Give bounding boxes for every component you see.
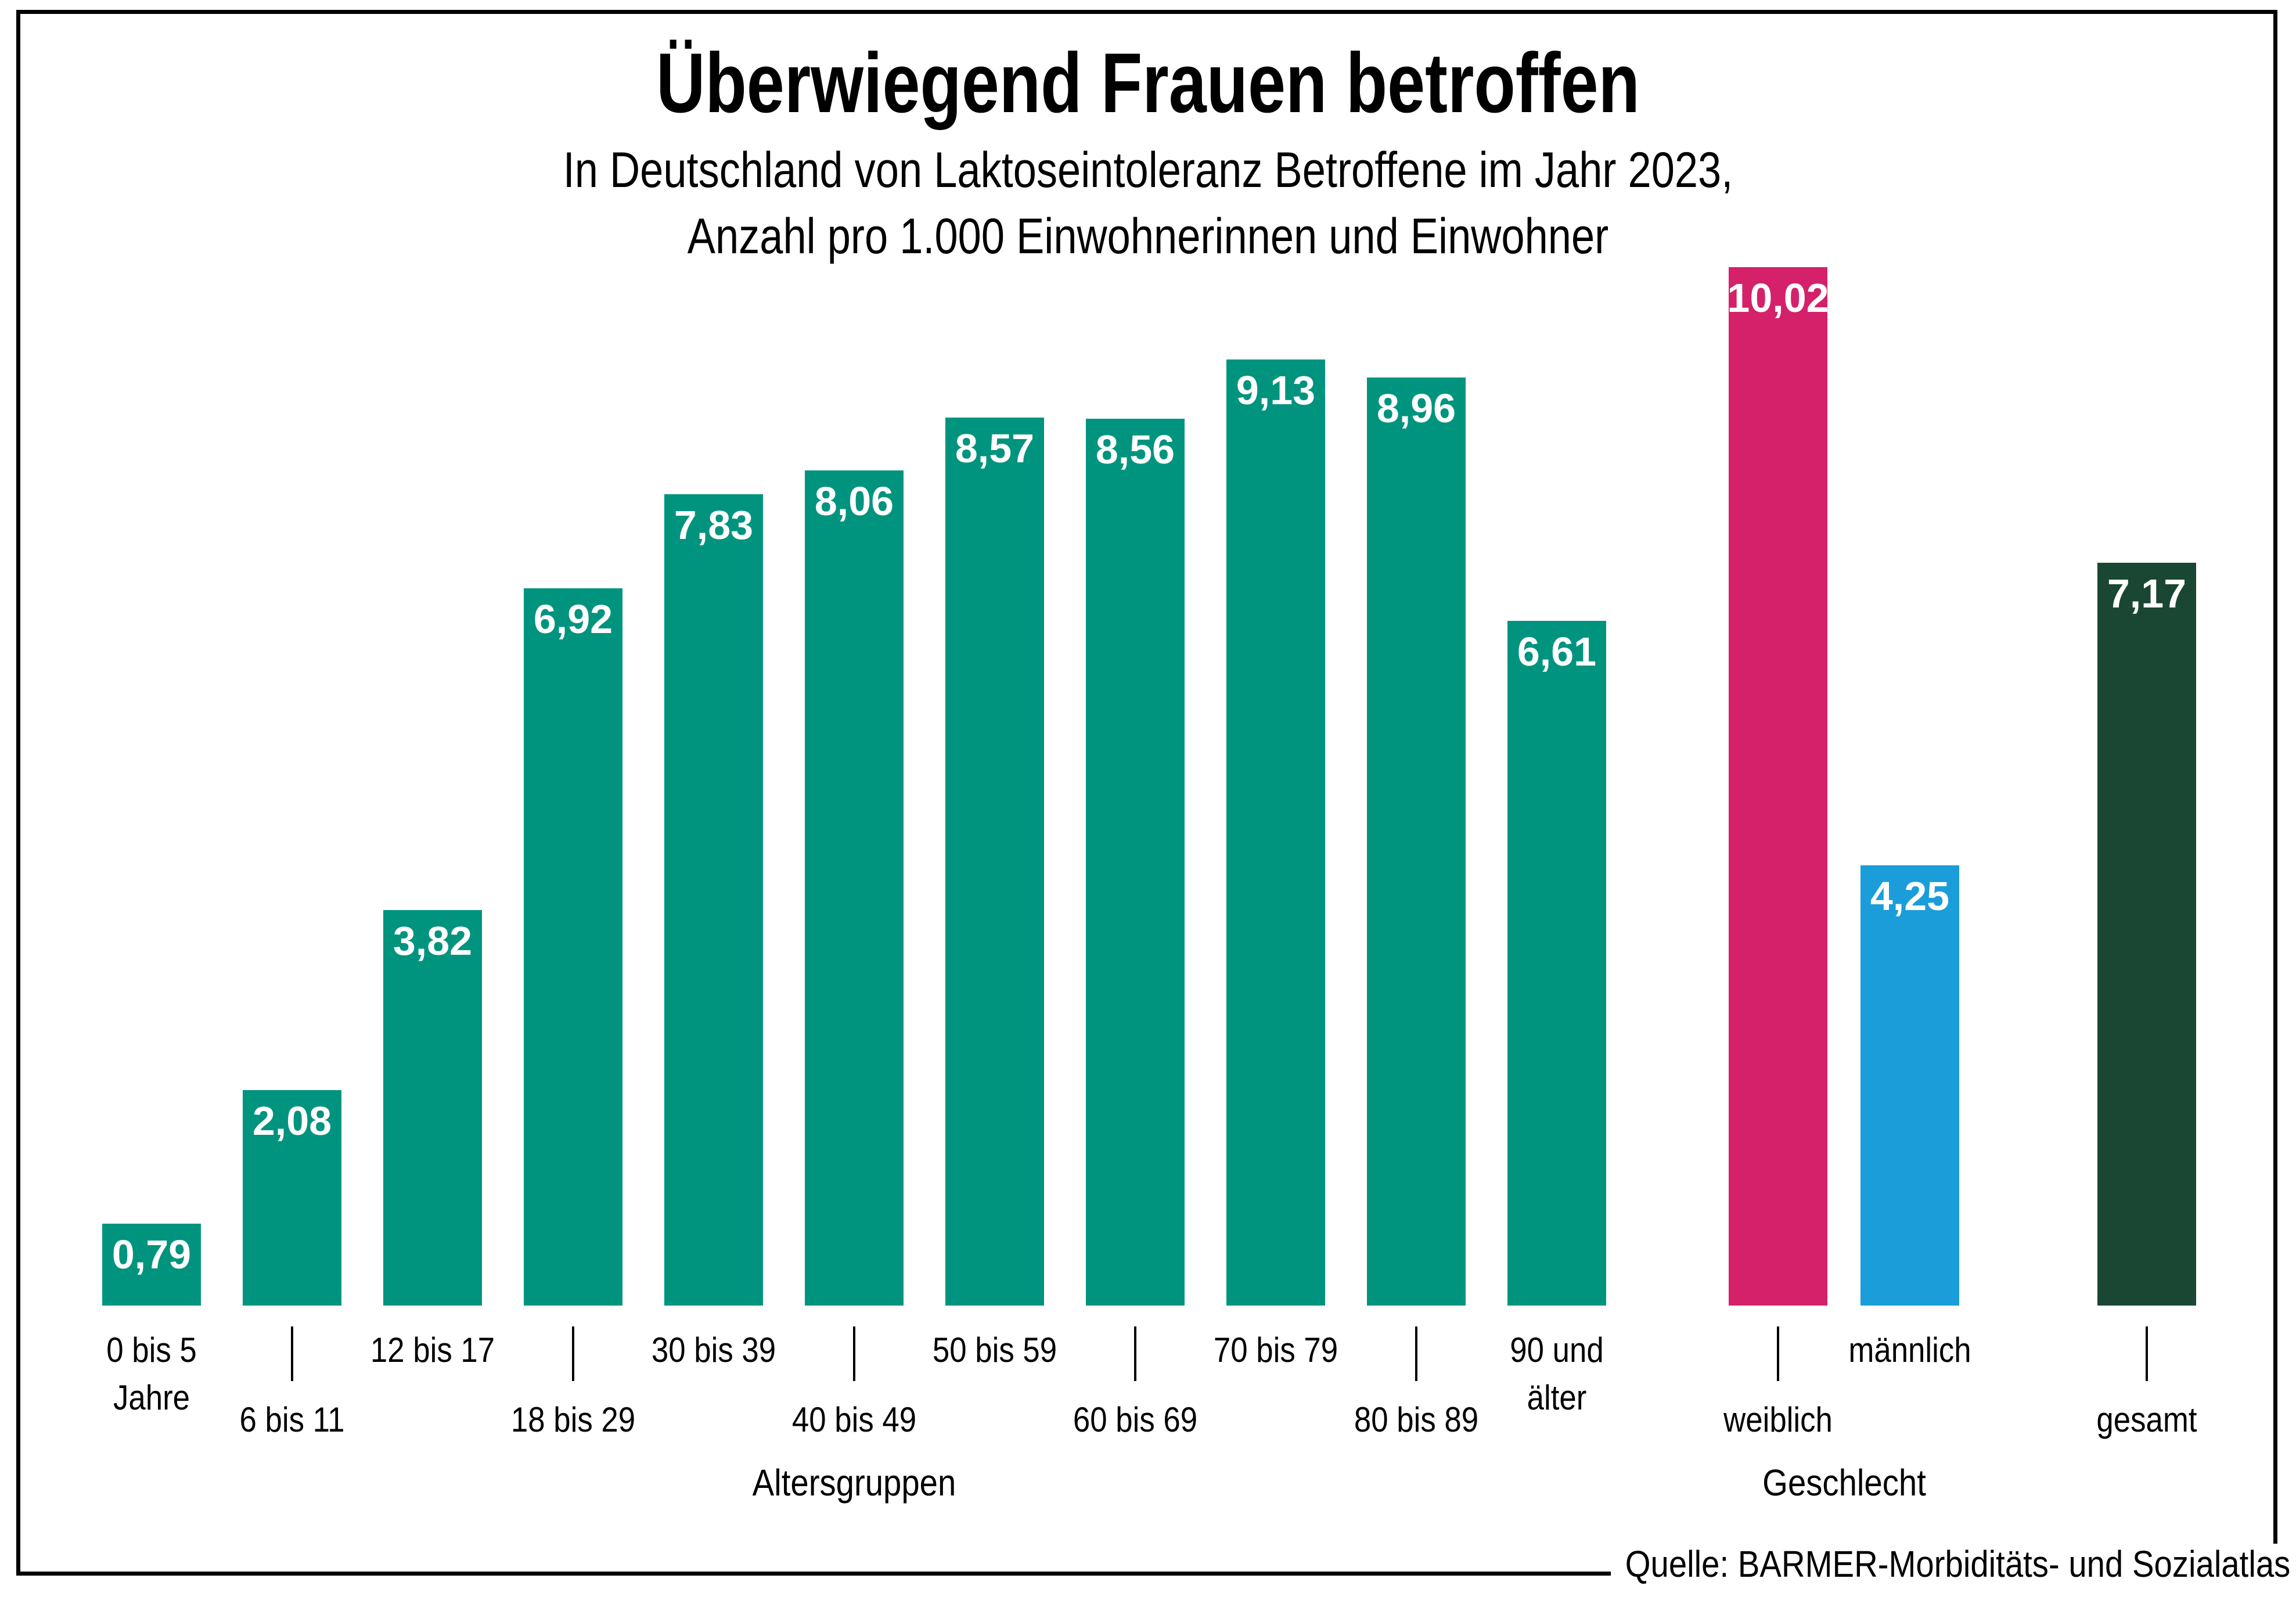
x-axis-tick-18-bis-29: [572, 1326, 574, 1381]
x-label-bottom-90-und-aelter: älter: [1527, 1378, 1587, 1417]
bar-value-label-40-bis-49: 8,06: [814, 479, 894, 524]
bar-40-bis-49: 8,06: [805, 470, 904, 1306]
x-label-bottom-18-bis-29: 18 bis 29: [510, 1400, 636, 1439]
chart-frame: [16, 10, 2277, 1576]
bar-18-bis-29: 6,92: [524, 588, 622, 1306]
bar-90-und-aelter: 6,61: [1507, 621, 1606, 1306]
x-label-top-12-bis-17: 12 bis 17: [370, 1331, 495, 1369]
bar-value-label-6-bis-11: 2,08: [252, 1098, 332, 1144]
bar-30-bis-39: 7,83: [664, 494, 763, 1306]
bar-value-label-90-und-aelter: 6,61: [1517, 629, 1597, 674]
x-label-bottom-gesamt: gesamt: [2096, 1400, 2197, 1439]
bar-50-bis-59: 8,57: [945, 418, 1044, 1306]
bar-6-bis-11: 2,08: [243, 1090, 341, 1306]
x-label-bottom-60-bis-69: 60 bis 69: [1073, 1400, 1198, 1439]
bar-70-bis-79: 9,13: [1226, 359, 1325, 1306]
bar-value-label-80-bis-89: 8,96: [1376, 386, 1456, 431]
x-label-bottom-weiblich: weiblich: [1723, 1400, 1833, 1439]
x-label-bottom-80-bis-89: 80 bis 89: [1354, 1400, 1479, 1439]
source-credit: Quelle: BARMER-Morbiditäts- und Sozialat…: [1611, 1544, 2293, 1594]
x-label-bottom-0-bis-5-jahre: Jahre: [113, 1378, 190, 1417]
x-axis-tick-60-bis-69: [1134, 1326, 1136, 1381]
bar-12-bis-17: 3,82: [383, 910, 482, 1306]
bar-maennlich: 4,25: [1860, 865, 1959, 1306]
chart-subtitle-line-1: In Deutschland von Laktoseintoleranz Bet…: [563, 142, 1733, 198]
bar-value-label-18-bis-29: 6,92: [533, 596, 613, 642]
bar-value-label-gesamt: 7,17: [2107, 571, 2187, 616]
bar-value-label-60-bis-69: 8,56: [1095, 427, 1175, 472]
x-label-bottom-6-bis-11: 6 bis 11: [239, 1400, 345, 1439]
bar-value-label-0-bis-5-jahre: 0,79: [111, 1232, 192, 1277]
x-label-top-90-und-aelter: 90 und: [1510, 1331, 1604, 1369]
bar-value-label-30-bis-39: 7,83: [674, 502, 754, 548]
bar-value-label-12-bis-17: 3,82: [393, 918, 473, 963]
x-axis-tick-40-bis-49: [853, 1326, 855, 1381]
bar-0-bis-5-jahre: 0,79: [102, 1224, 201, 1306]
bar-value-label-70-bis-79: 9,13: [1236, 368, 1316, 413]
bar-60-bis-69: 8,56: [1086, 419, 1185, 1306]
bar-value-label-maennlich: 4,25: [1870, 873, 1950, 919]
bar-weiblich: 10,02: [1727, 267, 1829, 1306]
x-axis-title-altersgruppen: Altersgruppen: [752, 1462, 956, 1504]
x-label-top-0-bis-5-jahre: 0 bis 5: [106, 1331, 197, 1369]
bar-value-label-weiblich: 10,02: [1727, 275, 1829, 321]
x-label-top-70-bis-79: 70 bis 79: [1213, 1331, 1338, 1369]
x-axis-tick-80-bis-89: [1415, 1326, 1417, 1381]
chart-title: Überwiegend Frauen betroffen: [656, 35, 1640, 130]
bar-value-label-50-bis-59: 8,57: [955, 426, 1035, 471]
x-label-bottom-40-bis-49: 40 bis 49: [791, 1400, 917, 1439]
x-label-top-50-bis-59: 50 bis 59: [932, 1331, 1057, 1369]
x-axis-tick-weiblich: [1777, 1326, 1779, 1381]
chart-subtitle-line-2: Anzahl pro 1.000 Einwohnerinnen und Einw…: [687, 208, 1609, 264]
bar-gesamt: 7,17: [2097, 563, 2196, 1306]
x-axis-tick-gesamt: [2146, 1326, 2148, 1381]
x-label-top-maennlich: männlich: [1848, 1331, 1971, 1369]
x-axis-tick-6-bis-11: [291, 1326, 293, 1381]
x-label-top-30-bis-39: 30 bis 39: [651, 1331, 776, 1369]
x-axis-title-geschlecht: Geschlecht: [1762, 1462, 1926, 1504]
bar-80-bis-89: 8,96: [1367, 377, 1466, 1306]
